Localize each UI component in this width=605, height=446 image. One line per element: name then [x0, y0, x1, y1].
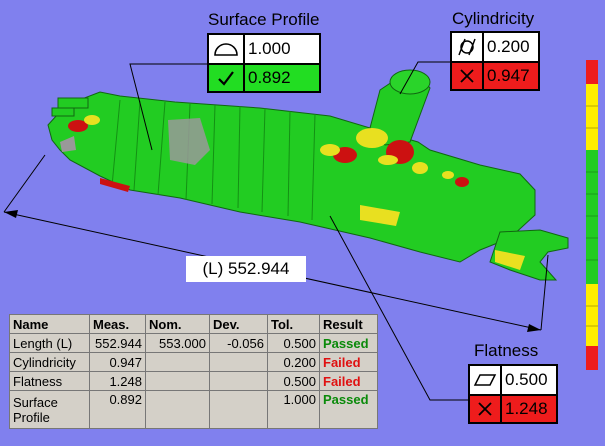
col-nom-header: Nom.: [145, 314, 210, 334]
col-meas-header: Meas.: [89, 314, 146, 334]
row-result: Failed: [319, 371, 378, 391]
row-meas: 552.944: [89, 333, 146, 353]
row-name: Flatness: [9, 371, 90, 391]
machined-part: [47, 69, 569, 281]
row-tol: 0.200: [267, 352, 320, 372]
row-nom: [145, 371, 210, 391]
row-name: Length (L): [9, 333, 90, 353]
row-nom: [145, 390, 210, 429]
length-dimension-label[interactable]: (L) 552.944: [186, 256, 306, 282]
results-table: Name Meas. Nom. Dev. Tol. Result Length …: [9, 314, 378, 429]
cylindricity-title: Cylindricity: [452, 9, 535, 28]
surface-profile-title: Surface Profile: [208, 10, 320, 29]
flatness-title: Flatness: [474, 341, 539, 360]
flatness-tolerance: 0.500: [505, 370, 548, 389]
flatness-frame[interactable]: 0.500 1.248: [468, 364, 558, 424]
cylindricity-status-row: 0.947: [452, 61, 538, 89]
flatness-icon: [470, 366, 502, 394]
row-tol: 0.500: [267, 371, 320, 391]
table-row[interactable]: Length (L) 552.944 553.000 -0.056 0.500 …: [9, 333, 378, 353]
cylindricity-frame[interactable]: 0.200 0.947: [450, 31, 540, 91]
dimension-arrows: [4, 210, 541, 332]
cross-icon: [452, 63, 484, 89]
row-name: Surface Profile: [9, 390, 90, 429]
results-header-row: Name Meas. Nom. Dev. Tol. Result: [9, 314, 378, 334]
deviation-patches: [60, 115, 525, 270]
col-tol-header: Tol.: [267, 314, 320, 334]
row-result: Passed: [319, 333, 378, 353]
cylindricity-tolerance: 0.200: [487, 37, 530, 56]
row-tol: 1.000: [267, 390, 320, 429]
surface-profile-tolerance: 1.000: [248, 39, 291, 58]
table-row[interactable]: Flatness 1.248 0.500 Failed: [9, 371, 378, 391]
cylindricity-icon: [452, 33, 484, 61]
col-result-header: Result: [319, 314, 378, 334]
row-dev: [209, 371, 268, 391]
surface-profile-status-row: 0.892: [209, 63, 319, 91]
row-dev: [209, 390, 268, 429]
row-meas: 0.892: [89, 390, 146, 429]
table-row[interactable]: Surface Profile 0.892 1.000 Passed: [9, 390, 378, 429]
row-result: Passed: [319, 390, 378, 429]
row-meas: 1.248: [89, 371, 146, 391]
cross-icon: [470, 396, 502, 422]
row-result: Failed: [319, 352, 378, 372]
row-meas: 0.947: [89, 352, 146, 372]
surface-profile-measured: 0.892: [248, 68, 291, 87]
profile-of-surface-icon: [209, 35, 245, 63]
row-dev: -0.056: [209, 333, 268, 353]
flatness-status-row: 1.248: [470, 394, 556, 422]
deviation-color-scale: [586, 60, 598, 370]
check-icon: [209, 65, 245, 91]
row-name: Cylindricity: [9, 352, 90, 372]
row-nom: 553.000: [145, 333, 210, 353]
row-nom: [145, 352, 210, 372]
cylindricity-measured: 0.947: [487, 66, 530, 85]
col-dev-header: Dev.: [209, 314, 268, 334]
table-row[interactable]: Cylindricity 0.947 0.200 Failed: [9, 352, 378, 372]
surface-profile-frame[interactable]: 1.000 0.892: [207, 33, 321, 93]
flatness-measured: 1.248: [505, 399, 548, 418]
col-name-header: Name: [9, 314, 90, 334]
row-tol: 0.500: [267, 333, 320, 353]
row-dev: [209, 352, 268, 372]
